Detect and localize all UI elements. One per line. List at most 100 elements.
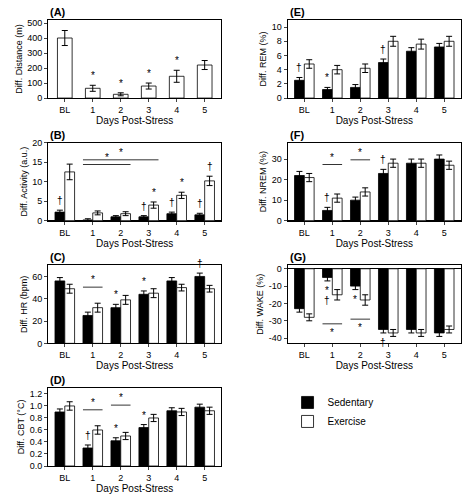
- svg-text:0: 0: [37, 93, 42, 103]
- svg-text:4: 4: [174, 473, 179, 483]
- svg-text:5: 5: [202, 473, 207, 483]
- svg-text:†: †: [380, 337, 386, 348]
- svg-text:*: *: [147, 68, 151, 79]
- svg-text:3: 3: [386, 350, 391, 360]
- svg-text:200: 200: [27, 63, 42, 73]
- svg-text:400: 400: [27, 33, 42, 43]
- svg-text:1: 1: [90, 105, 95, 115]
- svg-text:*: *: [152, 187, 156, 198]
- svg-text:(F): (F): [290, 129, 304, 141]
- svg-text:10: 10: [32, 177, 42, 187]
- svg-text:6: 6: [277, 51, 282, 61]
- svg-text:30: 30: [272, 154, 282, 164]
- svg-text:0: 0: [277, 264, 282, 274]
- svg-text:1: 1: [330, 350, 335, 360]
- svg-text:5: 5: [202, 350, 207, 360]
- svg-text:Days Post-Stress: Days Post-Stress: [96, 238, 173, 249]
- svg-text:10: 10: [272, 195, 282, 205]
- svg-text:40: 40: [32, 294, 42, 304]
- svg-text:Days Post-Stress: Days Post-Stress: [96, 115, 173, 126]
- svg-text:†: †: [197, 258, 203, 269]
- svg-text:5: 5: [442, 228, 447, 238]
- svg-text:†: †: [197, 198, 203, 209]
- svg-text:*: *: [325, 285, 329, 296]
- svg-text:2: 2: [118, 350, 123, 360]
- svg-text:*: *: [91, 397, 95, 408]
- svg-text:20: 20: [272, 175, 282, 185]
- svg-text:Days Post-Stress: Days Post-Stress: [336, 238, 413, 249]
- svg-text:*: *: [330, 152, 334, 163]
- svg-text:0.0: 0.0: [30, 461, 43, 471]
- svg-text:3: 3: [146, 350, 151, 360]
- svg-text:5: 5: [442, 105, 447, 115]
- svg-text:-20: -20: [269, 299, 282, 309]
- svg-text:(A): (A): [50, 6, 66, 18]
- svg-text:4: 4: [174, 105, 179, 115]
- svg-text:3: 3: [146, 228, 151, 238]
- svg-text:*: *: [91, 274, 95, 285]
- svg-text:*: *: [330, 327, 334, 338]
- svg-text:Diff. WAKE (%): Diff. WAKE (%): [255, 274, 265, 335]
- svg-text:*: *: [114, 289, 118, 300]
- svg-text:*: *: [358, 322, 362, 333]
- svg-text:0: 0: [37, 339, 42, 349]
- svg-text:60: 60: [32, 272, 42, 282]
- svg-text:†: †: [324, 295, 330, 306]
- svg-text:Diff. Distance (m): Diff. Distance (m): [14, 24, 24, 93]
- svg-text:*: *: [358, 147, 362, 158]
- svg-text:Diff. NREM (%): Diff. NREM (%): [258, 151, 268, 212]
- svg-text:5: 5: [202, 228, 207, 238]
- svg-text:†: †: [324, 192, 330, 203]
- svg-text:5: 5: [202, 105, 207, 115]
- svg-text:0: 0: [277, 216, 282, 226]
- svg-text:(C): (C): [50, 251, 66, 263]
- svg-text:(E): (E): [290, 6, 305, 18]
- svg-text:1: 1: [90, 350, 95, 360]
- svg-text:5: 5: [442, 350, 447, 360]
- svg-text:2: 2: [358, 105, 363, 115]
- svg-text:0.6: 0.6: [30, 425, 43, 435]
- svg-text:*: *: [175, 55, 179, 66]
- svg-text:4: 4: [414, 350, 419, 360]
- svg-text:Diff. REM (%): Diff. REM (%): [258, 32, 268, 87]
- svg-text:3: 3: [146, 473, 151, 483]
- svg-text:*: *: [105, 152, 109, 163]
- svg-text:Diff. Activity (a.u.): Diff. Activity (a.u.): [19, 147, 29, 217]
- svg-text:*: *: [353, 294, 357, 305]
- svg-text:BL: BL: [59, 350, 70, 360]
- svg-text:3: 3: [146, 105, 151, 115]
- svg-text:Days Post-Stress: Days Post-Stress: [96, 483, 173, 494]
- svg-text:2: 2: [118, 228, 123, 238]
- svg-text:*: *: [325, 72, 329, 83]
- svg-text:*: *: [114, 423, 118, 434]
- svg-text:*: *: [119, 147, 123, 158]
- svg-text:(D): (D): [50, 374, 66, 386]
- svg-text:100: 100: [27, 78, 42, 88]
- svg-text:*: *: [142, 276, 146, 287]
- svg-text:0.4: 0.4: [30, 437, 43, 447]
- svg-text:5: 5: [37, 196, 42, 206]
- svg-text:0: 0: [37, 216, 42, 226]
- svg-text:-40: -40: [269, 333, 282, 343]
- svg-text:*: *: [142, 410, 146, 421]
- svg-text:BL: BL: [299, 228, 310, 238]
- svg-text:Diff. CBT (°C): Diff. CBT (°C): [16, 400, 26, 455]
- svg-text:1.2: 1.2: [30, 389, 43, 399]
- svg-text:Days Post-Stress: Days Post-Stress: [336, 360, 413, 371]
- svg-text:3: 3: [386, 105, 391, 115]
- svg-text:BL: BL: [299, 350, 310, 360]
- svg-text:*: *: [119, 78, 123, 89]
- svg-text:*: *: [180, 177, 184, 188]
- svg-text:2: 2: [118, 473, 123, 483]
- svg-text:20: 20: [32, 316, 42, 326]
- svg-text:1: 1: [330, 105, 335, 115]
- svg-text:0.8: 0.8: [30, 413, 43, 423]
- svg-text:†: †: [169, 197, 175, 208]
- svg-text:BL: BL: [59, 473, 70, 483]
- svg-text:BL: BL: [59, 228, 70, 238]
- svg-text:†: †: [141, 201, 147, 212]
- svg-text:1: 1: [90, 473, 95, 483]
- svg-text:†: †: [57, 195, 63, 206]
- svg-text:-30: -30: [269, 316, 282, 326]
- svg-text:†: †: [296, 62, 302, 73]
